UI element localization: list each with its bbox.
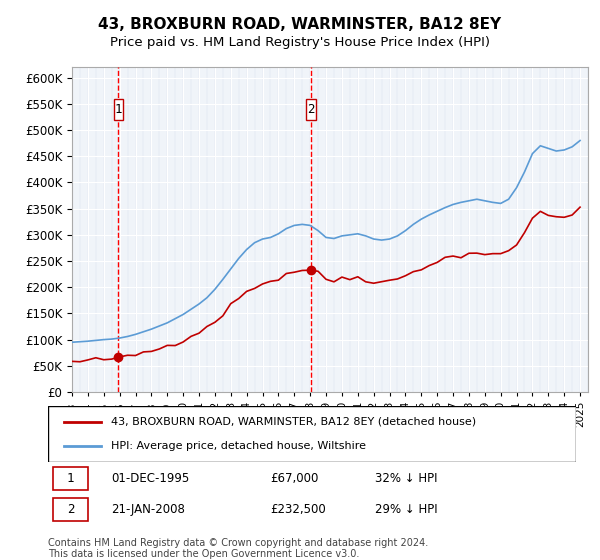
Text: £232,500: £232,500 [270, 503, 326, 516]
Text: 21-JAN-2008: 21-JAN-2008 [112, 503, 185, 516]
FancyBboxPatch shape [53, 466, 88, 489]
Text: 1: 1 [67, 472, 74, 484]
Text: 1: 1 [115, 102, 122, 115]
FancyBboxPatch shape [306, 99, 316, 120]
Text: 43, BROXBURN ROAD, WARMINSTER, BA12 8EY (detached house): 43, BROXBURN ROAD, WARMINSTER, BA12 8EY … [112, 417, 476, 427]
FancyBboxPatch shape [48, 406, 576, 462]
FancyBboxPatch shape [113, 99, 123, 120]
Text: £67,000: £67,000 [270, 472, 318, 484]
Text: 2: 2 [67, 503, 74, 516]
Text: 43, BROXBURN ROAD, WARMINSTER, BA12 8EY: 43, BROXBURN ROAD, WARMINSTER, BA12 8EY [98, 17, 502, 32]
Text: 01-DEC-1995: 01-DEC-1995 [112, 472, 190, 484]
Text: Price paid vs. HM Land Registry's House Price Index (HPI): Price paid vs. HM Land Registry's House … [110, 36, 490, 49]
Text: 2: 2 [307, 102, 314, 115]
Text: 32% ↓ HPI: 32% ↓ HPI [376, 472, 438, 484]
Text: 29% ↓ HPI: 29% ↓ HPI [376, 503, 438, 516]
FancyBboxPatch shape [53, 498, 88, 521]
Text: HPI: Average price, detached house, Wiltshire: HPI: Average price, detached house, Wilt… [112, 441, 367, 451]
Text: Contains HM Land Registry data © Crown copyright and database right 2024.
This d: Contains HM Land Registry data © Crown c… [48, 538, 428, 559]
